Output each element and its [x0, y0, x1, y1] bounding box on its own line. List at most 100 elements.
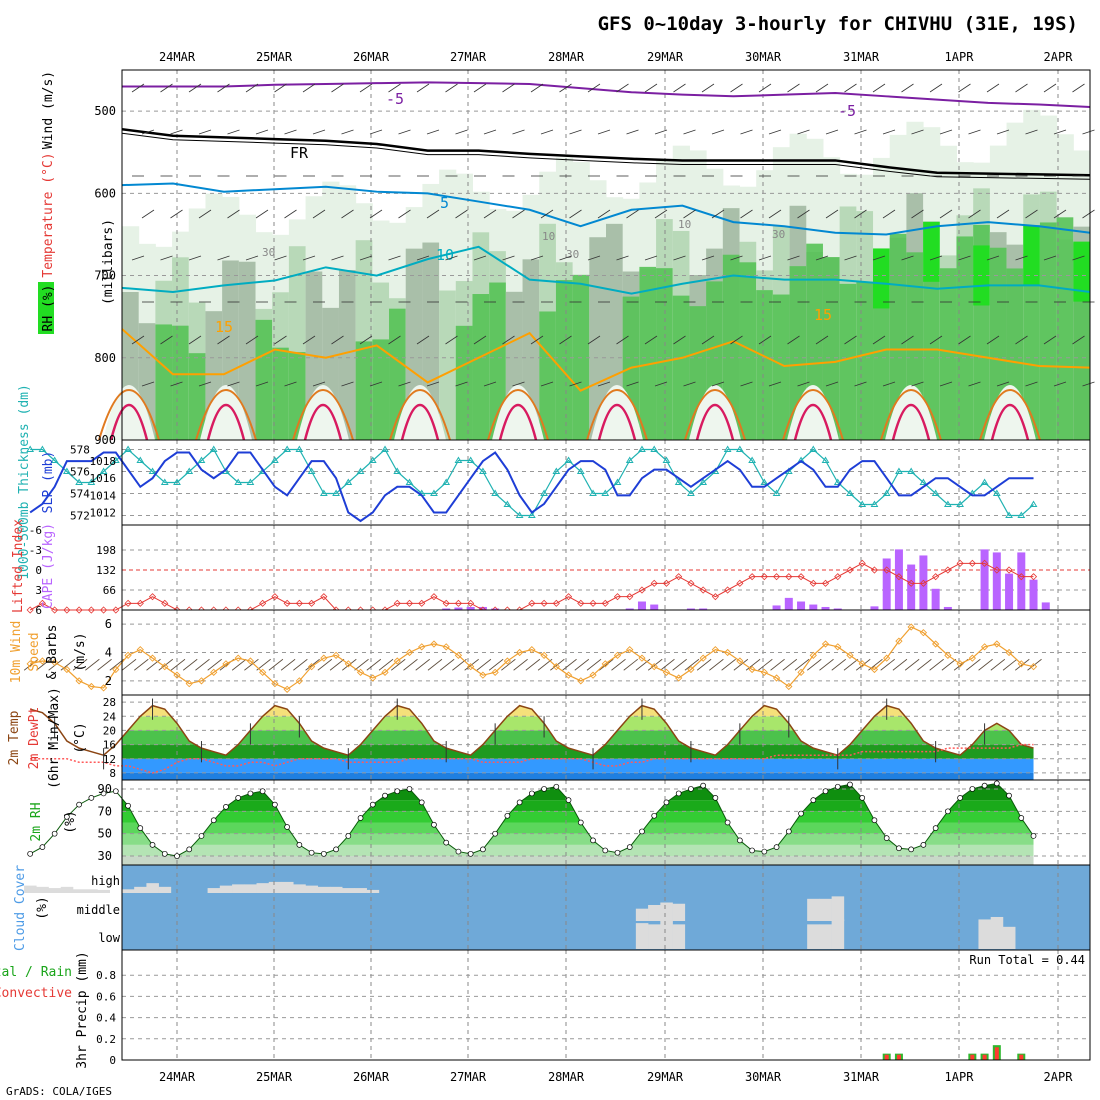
lifted-index-marker	[1005, 566, 1013, 574]
y-tick-label: 20	[103, 724, 116, 737]
wind-barb	[872, 335, 886, 345]
lifted-index-marker	[626, 593, 634, 601]
plot-bg	[122, 525, 1090, 610]
wind-barb	[740, 129, 753, 135]
wind-speed-marker	[344, 660, 352, 668]
wind-speed-marker	[577, 677, 585, 685]
cloud-bar	[660, 902, 673, 921]
rh-marker	[541, 786, 547, 792]
lifted-index-marker	[834, 573, 842, 581]
cloud-bar	[244, 884, 257, 893]
dewpoint-line	[30, 743, 1034, 774]
wind-barb	[388, 83, 401, 93]
thickness-marker	[50, 456, 59, 463]
y-tick-label: 0.6	[96, 990, 116, 1003]
wind-barb	[540, 209, 554, 219]
rh-marker	[957, 795, 963, 801]
thickness-marker	[319, 489, 328, 496]
isotherm-20	[292, 389, 354, 441]
wind-barb	[141, 381, 155, 387]
rh-marker	[932, 825, 939, 831]
thickness-marker	[479, 467, 487, 474]
thickness-marker	[760, 478, 769, 485]
wind-speed-marker	[540, 651, 548, 659]
wind-speed-marker	[307, 663, 316, 671]
wind-barb	[483, 129, 497, 135]
lifted-index-marker	[907, 579, 915, 587]
wind-barb	[939, 129, 953, 135]
wind-barb	[882, 381, 896, 387]
thickness-marker	[87, 478, 96, 485]
wind-barb	[1015, 658, 1030, 671]
cape-bar	[784, 597, 793, 610]
lifted-index-marker	[528, 599, 536, 607]
thickness-marker	[454, 456, 463, 463]
wind-barb	[929, 83, 943, 93]
cloud-bar	[807, 898, 820, 921]
plot-bg	[122, 950, 1090, 1060]
rh-marker	[528, 790, 535, 797]
rh-marker	[590, 837, 596, 844]
cape-bar	[478, 606, 487, 610]
rh-marker	[798, 810, 804, 817]
wind-barb	[1082, 209, 1095, 219]
wind-barb	[195, 658, 210, 671]
wind-barb	[758, 83, 772, 93]
cloud-bar	[36, 886, 49, 893]
wind-barb	[416, 335, 430, 345]
cloud-bar	[819, 924, 832, 949]
wind-speed-marker	[246, 657, 255, 665]
cloud-bar	[648, 904, 661, 921]
contour-label: 30	[772, 228, 785, 241]
lifted-index-marker	[51, 606, 59, 614]
rh-marker	[785, 828, 792, 835]
wind-speed-marker	[442, 643, 450, 651]
contour-label: 10	[436, 246, 454, 264]
wind-barb	[540, 129, 554, 135]
thickness-marker	[589, 489, 597, 496]
wind-barb	[644, 255, 658, 261]
wind-barb	[217, 83, 230, 93]
thickness-marker	[393, 467, 402, 474]
thickness-marker	[503, 500, 512, 507]
wind-barb	[958, 83, 971, 93]
rh-marker	[369, 801, 376, 808]
wind-barb	[473, 83, 487, 93]
wind-barb	[502, 255, 515, 261]
rh-marker	[553, 783, 560, 790]
y-tick-label: 0	[35, 564, 42, 577]
wind-barb	[740, 209, 753, 219]
wind-barb	[473, 335, 487, 345]
bottom-date-axis: 24MAR 25MAR 26MAR 27MAR 28MAR 29MAR 30MAR 31MAR…	[159, 1070, 1073, 1084]
rh-marker	[981, 782, 988, 789]
thickness-marker	[980, 478, 989, 485]
wind-barb	[244, 658, 259, 671]
wind-speed-marker	[1029, 663, 1038, 671]
thickness-marker	[430, 489, 438, 496]
wind-barb	[354, 658, 369, 671]
y-tick-label: 0.2	[96, 1033, 116, 1046]
thickness-marker	[882, 489, 891, 496]
y-tick-label: 16	[103, 739, 116, 752]
wind-barb	[986, 335, 1000, 345]
wind-barb	[901, 255, 914, 261]
wind-barb	[787, 255, 800, 261]
wind-speed-marker	[687, 665, 695, 674]
wind-barb	[569, 209, 582, 219]
wind-barb	[654, 209, 668, 219]
wind-barb	[673, 335, 686, 345]
panel-upper-air: -5 -5 FR 5 10 15 15 30 30 10 10 30 500 600 700 800 900 RH…	[38, 69, 1095, 447]
wind-barb	[217, 255, 230, 261]
wind-barb	[616, 83, 629, 93]
date-tick-label: 28MAR	[548, 50, 585, 64]
lifted-index-marker	[662, 579, 671, 587]
wind-speed-marker	[197, 677, 206, 685]
rh-shade	[756, 290, 774, 440]
date-tick-label: 26MAR	[353, 1070, 390, 1084]
thickness-marker	[919, 478, 928, 485]
wind-barb	[245, 335, 259, 345]
thickness-marker	[307, 467, 316, 474]
wind-speed-marker	[699, 654, 707, 662]
thickness-marker	[209, 445, 218, 452]
wind-barb	[245, 83, 259, 93]
